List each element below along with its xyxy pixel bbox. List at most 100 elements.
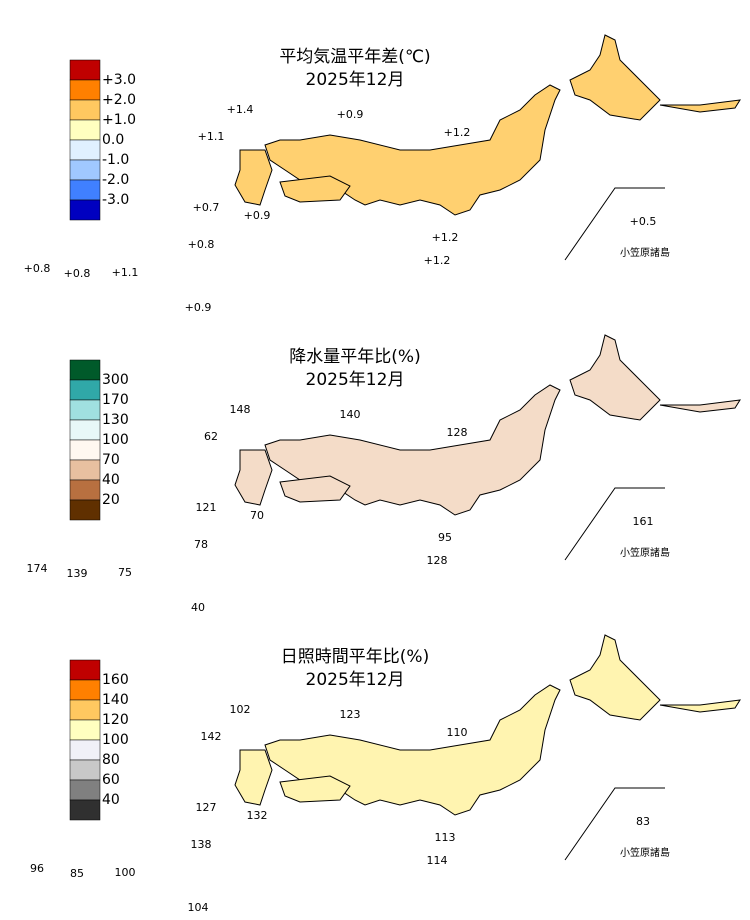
legend-swatch	[69, 699, 101, 721]
legend-label: 300	[102, 372, 129, 388]
legend-swatch	[69, 799, 101, 821]
station-value: 121	[196, 501, 217, 514]
legend-label: +1.0	[102, 112, 136, 128]
station-value: +1.1	[112, 266, 139, 279]
legend-swatch	[69, 739, 101, 761]
legend-label: 40	[102, 792, 120, 808]
legend-swatch	[69, 99, 101, 121]
station-value: 104	[188, 901, 209, 914]
islands-label: 小笠原諸島	[620, 546, 670, 559]
legend-label: -3.0	[102, 192, 129, 208]
station-value: 140	[340, 408, 361, 421]
station-value: +0.5	[630, 215, 657, 228]
legend-label: 70	[102, 452, 120, 468]
station-value: +1.2	[444, 126, 471, 139]
station-value: 128	[447, 426, 468, 439]
legend-label: +3.0	[102, 72, 136, 88]
station-value: 85	[70, 867, 84, 880]
station-value: 139	[67, 567, 88, 580]
legend-swatch	[69, 119, 101, 141]
islands-label: 小笠原諸島	[620, 846, 670, 859]
inset-frame	[564, 187, 665, 261]
map-subtitle: 2025年12月	[306, 370, 405, 390]
station-value: +0.9	[244, 209, 271, 222]
station-value: 148	[230, 403, 251, 416]
map-title: 降水量平年比(%)	[289, 347, 420, 367]
station-value: 62	[204, 430, 218, 443]
station-value: 70	[250, 509, 264, 522]
legend-label: 140	[102, 692, 129, 708]
legend-label: 80	[102, 752, 120, 768]
legend-label: +2.0	[102, 92, 136, 108]
inset-frame	[564, 487, 665, 561]
station-value: 110	[447, 726, 468, 739]
station-value: +1.2	[424, 254, 451, 267]
station-value: +1.4	[227, 103, 254, 116]
map-panel: 平均気温平年差(℃) 2025年12月 +3.0 +2.0 +1.0 0.0 -1.0 -2.…	[24, 34, 741, 314]
legend-label: 0.0	[102, 132, 124, 148]
legend-label: 100	[102, 732, 129, 748]
station-value: 75	[118, 566, 132, 579]
legend-swatch	[69, 139, 101, 161]
station-value: 83	[636, 815, 650, 828]
legend-swatch	[69, 359, 101, 381]
station-value: 96	[30, 862, 44, 875]
legend-label: 120	[102, 712, 129, 728]
station-value: 102	[230, 703, 251, 716]
map-subtitle: 2025年12月	[306, 670, 405, 690]
station-value: +0.9	[185, 301, 212, 314]
station-value: 138	[191, 838, 212, 851]
legend-label: 60	[102, 772, 120, 788]
station-value: 113	[435, 831, 456, 844]
legend-swatch	[69, 679, 101, 701]
legend-swatch	[69, 719, 101, 741]
station-value: 123	[340, 708, 361, 721]
legend-swatch	[69, 59, 101, 81]
legend-label: 100	[102, 432, 129, 448]
legend-swatch	[69, 399, 101, 421]
islands-label: 小笠原諸島	[620, 246, 670, 259]
map-title: 日照時間平年比(%)	[281, 647, 429, 667]
legend-label: -2.0	[102, 172, 129, 188]
legend-swatch	[69, 159, 101, 181]
legend-swatch	[69, 459, 101, 481]
legend-label: 160	[102, 672, 129, 688]
legend-swatch	[69, 659, 101, 681]
map-subtitle: 2025年12月	[306, 70, 405, 90]
legend-swatch	[69, 499, 101, 521]
legend-swatch	[69, 779, 101, 801]
legend-swatch	[69, 79, 101, 101]
legend-swatch	[69, 419, 101, 441]
legend-swatch	[69, 179, 101, 201]
station-value: 161	[633, 515, 654, 528]
station-value: +0.9	[337, 108, 364, 121]
station-value: 114	[427, 854, 448, 867]
station-value: 132	[247, 809, 268, 822]
map-panel: 日照時間平年比(%) 2025年12月 160 140 120 100 80 60 40 102 1…	[30, 634, 741, 914]
legend-label: 40	[102, 472, 120, 488]
inset-frame	[564, 787, 665, 861]
station-value: 40	[191, 601, 205, 614]
legend-swatch	[69, 379, 101, 401]
map-panel: 降水量平年比(%) 2025年12月 300 170 130 100 70 40 20 148 14…	[27, 334, 741, 614]
station-value: 95	[438, 531, 452, 544]
legend-label: 20	[102, 492, 120, 508]
station-value: +1.1	[198, 130, 225, 143]
legend-swatch	[69, 199, 101, 221]
legend-label: -1.0	[102, 152, 129, 168]
legend-swatch	[69, 439, 101, 461]
legend-swatch	[69, 479, 101, 501]
station-value: +0.8	[64, 267, 91, 280]
station-value: 78	[194, 538, 208, 551]
station-value: 100	[115, 866, 136, 879]
legend-swatch	[69, 759, 101, 781]
station-value: +0.7	[193, 201, 220, 214]
station-value: +0.8	[24, 262, 51, 275]
station-value: +0.8	[188, 238, 215, 251]
station-value: 142	[201, 730, 222, 743]
legend-label: 170	[102, 392, 129, 408]
legend-label: 130	[102, 412, 129, 428]
station-value: 127	[196, 801, 217, 814]
map-title: 平均気温平年差(℃)	[279, 47, 430, 67]
